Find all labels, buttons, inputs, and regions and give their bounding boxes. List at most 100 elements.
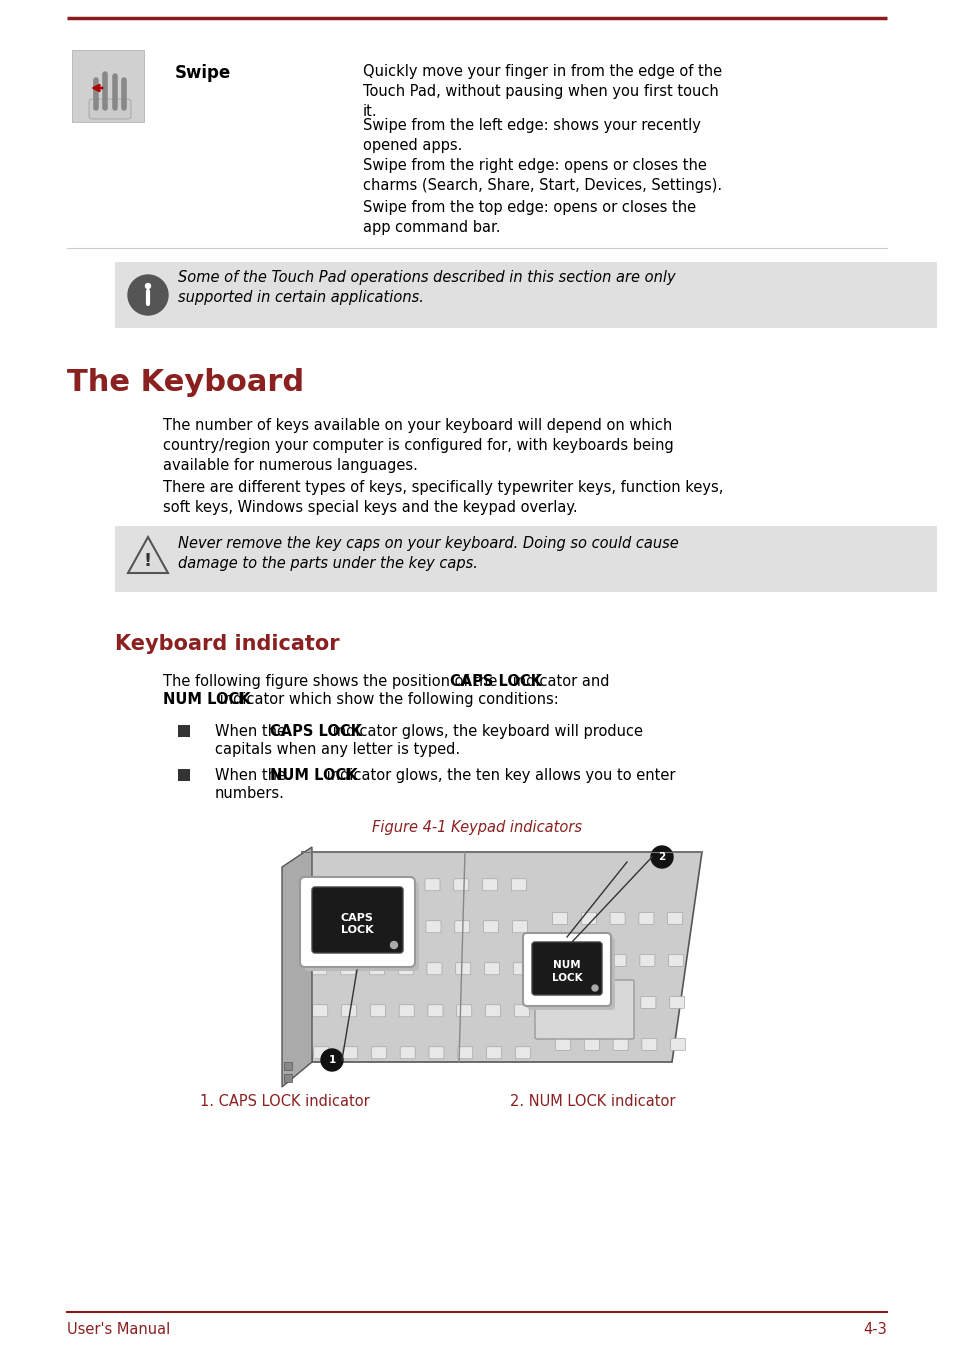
FancyBboxPatch shape (338, 878, 354, 890)
FancyBboxPatch shape (427, 963, 441, 975)
FancyBboxPatch shape (640, 997, 656, 1009)
FancyBboxPatch shape (313, 1005, 328, 1017)
Text: The number of keys available on your keyboard will depend on which
country/regio: The number of keys available on your key… (163, 418, 673, 472)
Text: 2: 2 (658, 851, 665, 862)
Circle shape (128, 274, 168, 315)
FancyBboxPatch shape (178, 725, 190, 737)
FancyBboxPatch shape (304, 881, 418, 971)
Text: When the: When the (214, 768, 291, 783)
FancyBboxPatch shape (299, 877, 415, 967)
FancyBboxPatch shape (399, 1046, 415, 1059)
FancyBboxPatch shape (455, 921, 469, 933)
FancyBboxPatch shape (314, 1046, 329, 1059)
Text: 4-3: 4-3 (862, 1322, 886, 1337)
FancyBboxPatch shape (639, 912, 653, 924)
Text: 2. NUM LOCK indicator: 2. NUM LOCK indicator (510, 1093, 675, 1110)
FancyBboxPatch shape (641, 1038, 657, 1050)
Text: Quickly move your finger in from the edge of the
Touch Pad, without pausing when: Quickly move your finger in from the edg… (363, 65, 721, 118)
FancyBboxPatch shape (512, 921, 527, 933)
FancyBboxPatch shape (482, 878, 497, 890)
FancyBboxPatch shape (515, 1046, 530, 1059)
Circle shape (650, 846, 672, 868)
Text: Never remove the key caps on your keyboard. Doing so could cause
damage to the p: Never remove the key caps on your keyboa… (178, 537, 678, 570)
FancyBboxPatch shape (454, 878, 468, 890)
FancyBboxPatch shape (342, 1046, 357, 1059)
FancyBboxPatch shape (484, 963, 499, 975)
FancyBboxPatch shape (371, 1046, 386, 1059)
Text: Swipe: Swipe (174, 65, 231, 82)
FancyBboxPatch shape (485, 1005, 500, 1017)
FancyBboxPatch shape (311, 921, 325, 933)
Text: User's Manual: User's Manual (67, 1322, 170, 1337)
FancyBboxPatch shape (610, 912, 624, 924)
FancyBboxPatch shape (554, 997, 569, 1009)
Text: indicator glows, the ten key allows you to enter: indicator glows, the ten key allows you … (321, 768, 675, 783)
FancyBboxPatch shape (312, 963, 327, 975)
Text: Keyboard indicator: Keyboard indicator (115, 633, 339, 654)
Text: Swipe from the top edge: opens or closes the
app command bar.: Swipe from the top edge: opens or closes… (363, 200, 696, 235)
Circle shape (592, 985, 598, 991)
FancyBboxPatch shape (535, 981, 634, 1038)
FancyBboxPatch shape (582, 997, 598, 1009)
FancyBboxPatch shape (370, 1005, 385, 1017)
FancyBboxPatch shape (340, 963, 355, 975)
FancyBboxPatch shape (581, 955, 597, 967)
Text: indicator and: indicator and (508, 674, 609, 689)
FancyBboxPatch shape (526, 937, 615, 1010)
FancyBboxPatch shape (486, 1046, 501, 1059)
FancyBboxPatch shape (583, 1038, 598, 1050)
FancyBboxPatch shape (115, 526, 936, 592)
FancyBboxPatch shape (553, 955, 568, 967)
FancyBboxPatch shape (612, 997, 626, 1009)
Polygon shape (128, 537, 168, 573)
Text: CAPS LOCK: CAPS LOCK (270, 724, 361, 738)
FancyBboxPatch shape (310, 878, 324, 890)
Circle shape (146, 284, 151, 288)
FancyBboxPatch shape (429, 1046, 443, 1059)
Text: NUM
LOCK: NUM LOCK (551, 960, 581, 983)
Circle shape (320, 1049, 343, 1071)
Text: When the: When the (214, 724, 291, 738)
FancyBboxPatch shape (667, 912, 682, 924)
FancyBboxPatch shape (312, 886, 402, 954)
Text: capitals when any letter is typed.: capitals when any letter is typed. (214, 742, 459, 757)
Text: Some of the Touch Pad operations described in this section are only
supported in: Some of the Touch Pad operations describ… (178, 270, 675, 305)
FancyBboxPatch shape (395, 878, 411, 890)
FancyBboxPatch shape (424, 878, 439, 890)
Text: !: ! (144, 551, 152, 570)
Text: 1. CAPS LOCK indicator: 1. CAPS LOCK indicator (200, 1093, 370, 1110)
FancyBboxPatch shape (367, 878, 382, 890)
FancyBboxPatch shape (513, 963, 528, 975)
Text: Swipe from the right edge: opens or closes the
charms (Search, Share, Start, Dev: Swipe from the right edge: opens or clos… (363, 157, 721, 192)
FancyBboxPatch shape (514, 1005, 529, 1017)
FancyBboxPatch shape (398, 1005, 414, 1017)
FancyBboxPatch shape (483, 921, 498, 933)
FancyBboxPatch shape (668, 955, 683, 967)
FancyBboxPatch shape (89, 100, 131, 118)
FancyBboxPatch shape (368, 921, 383, 933)
FancyBboxPatch shape (284, 1075, 292, 1081)
FancyBboxPatch shape (178, 769, 190, 781)
FancyBboxPatch shape (522, 933, 610, 1006)
FancyBboxPatch shape (284, 1063, 292, 1071)
Text: CAPS LOCK: CAPS LOCK (449, 674, 541, 689)
Text: The Keyboard: The Keyboard (67, 369, 304, 397)
Text: Swipe from the left edge: shows your recently
opened apps.: Swipe from the left edge: shows your rec… (363, 118, 700, 153)
FancyBboxPatch shape (613, 1038, 627, 1050)
FancyBboxPatch shape (71, 50, 144, 122)
FancyBboxPatch shape (670, 1038, 685, 1050)
FancyBboxPatch shape (369, 963, 384, 975)
FancyBboxPatch shape (555, 1038, 570, 1050)
FancyBboxPatch shape (456, 1005, 472, 1017)
Text: 1: 1 (328, 1054, 335, 1065)
Polygon shape (282, 847, 312, 1087)
Text: indicator glows, the keyboard will produce: indicator glows, the keyboard will produ… (328, 724, 642, 738)
FancyBboxPatch shape (341, 1005, 356, 1017)
Text: The following figure shows the position of the: The following figure shows the position … (163, 674, 501, 689)
FancyBboxPatch shape (511, 878, 526, 890)
FancyBboxPatch shape (552, 912, 567, 924)
FancyBboxPatch shape (457, 1046, 473, 1059)
Text: NUM LOCK: NUM LOCK (163, 691, 251, 707)
Text: There are different types of keys, specifically typewriter keys, function keys,
: There are different types of keys, speci… (163, 480, 722, 515)
FancyBboxPatch shape (580, 912, 596, 924)
